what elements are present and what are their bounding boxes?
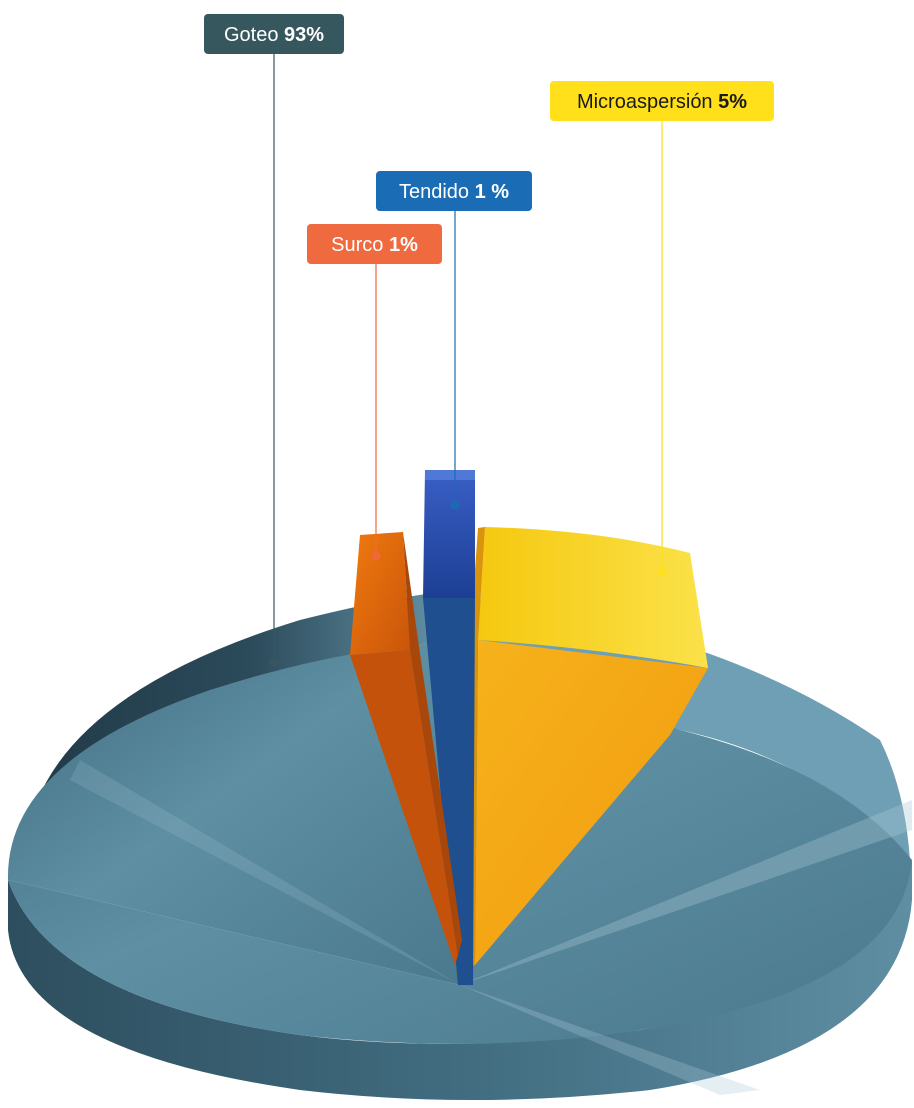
label-text-tendido: Tendido 1 % xyxy=(399,181,509,203)
data-label-goteo: Goteo 93% xyxy=(204,14,344,54)
callout-marker-tendido xyxy=(450,500,460,510)
label-text-goteo: Goteo 93% xyxy=(224,24,324,46)
pie-slice-surco xyxy=(350,532,462,965)
pie-slice-goteo xyxy=(7,590,912,1100)
slice-value-tendido: 1 % xyxy=(475,181,510,203)
callout-marker-microaspersion xyxy=(657,567,667,577)
data-label-microaspersion: Microaspersión 5% xyxy=(550,81,774,121)
label-text-surco: Surco 1% xyxy=(331,234,418,256)
label-box-tendido xyxy=(376,171,532,211)
slice-value-goteo: 93% xyxy=(284,24,324,46)
callout-marker-goteo xyxy=(269,657,279,667)
data-label-surco: Surco 1% xyxy=(307,224,442,264)
label-box-surco xyxy=(307,224,442,264)
slice-value-microaspersion: 5% xyxy=(718,91,747,113)
slice-name-goteo: Goteo xyxy=(224,24,284,46)
pie-slice-microaspersion xyxy=(468,527,708,968)
slice-name-microaspersion: Microaspersión xyxy=(577,91,718,113)
pie-slice-tendido xyxy=(423,470,475,985)
slice-name-surco: Surco xyxy=(331,234,389,256)
slice-name-tendido: Tendido xyxy=(399,181,475,203)
callout-marker-surco xyxy=(371,551,381,561)
label-box-microaspersion xyxy=(550,81,774,121)
data-label-tendido: Tendido 1 % xyxy=(376,171,532,211)
label-box-goteo xyxy=(204,14,344,54)
label-text-microaspersion: Microaspersión 5% xyxy=(577,91,747,113)
slice-value-surco: 1% xyxy=(389,234,418,256)
